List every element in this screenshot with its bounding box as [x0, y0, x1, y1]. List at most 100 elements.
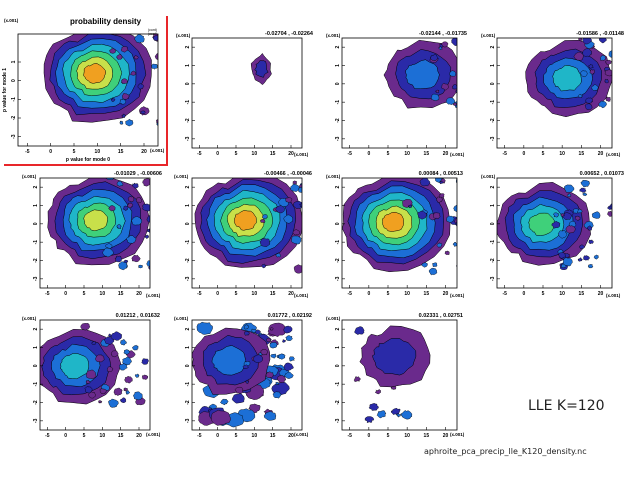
density-speck: [311, 181, 317, 186]
density-speck: [461, 182, 468, 187]
density-speck: [123, 387, 129, 392]
y-tick-label: -2: [335, 400, 341, 405]
density-speck: [266, 169, 270, 172]
x-tick-label: 5: [73, 149, 76, 155]
x-tick-label: 20: [443, 291, 449, 297]
density-field: [194, 169, 317, 274]
density-field: [353, 325, 431, 423]
density-speck: [459, 45, 465, 50]
density-speck: [297, 186, 302, 193]
panel-title: 0.00084 , 0.00513: [418, 171, 463, 177]
density-speck: [590, 84, 599, 91]
y-tick-label: 2: [185, 46, 191, 49]
density-speck: [452, 102, 457, 106]
density-speck: [103, 336, 115, 345]
x-tick-label: 15: [579, 151, 585, 157]
density-speck: [116, 54, 124, 60]
density-speck: [156, 118, 158, 125]
y-tick-label: -2: [490, 258, 496, 263]
density-speck: [460, 248, 464, 252]
x-tick-label: 10: [100, 291, 106, 297]
density-speck: [598, 38, 608, 44]
density-speck: [432, 212, 441, 220]
y-tick-label: 0: [335, 222, 341, 225]
density-speck: [133, 391, 143, 401]
density-speck: [121, 46, 129, 53]
density-speck: [613, 245, 620, 251]
y-tick-label: 2: [185, 186, 191, 189]
density-speck: [119, 397, 127, 403]
density-speck: [599, 54, 607, 61]
density-speck: [309, 235, 317, 242]
density-speck: [614, 113, 620, 118]
density-speck: [157, 210, 165, 217]
density-speck: [604, 78, 609, 84]
density-speck: [453, 204, 457, 213]
density-speck: [127, 196, 135, 203]
panel-title: 0.02331 , 0.02751: [418, 313, 463, 319]
density-speck: [137, 264, 144, 269]
x-tick-label: 20: [136, 433, 142, 439]
density-speck: [146, 215, 150, 223]
y-tick-label: -3: [335, 136, 341, 141]
y-tick-label: 1: [185, 204, 191, 207]
density-speck: [446, 215, 455, 223]
y-tick-label: -3: [11, 134, 17, 139]
x-tick-label: 20: [598, 151, 604, 157]
x-tick-label: 5: [542, 151, 545, 157]
density-speck: [151, 63, 158, 70]
density-speck: [275, 205, 285, 214]
density-speck: [364, 416, 375, 423]
density-speck: [461, 203, 471, 212]
y-axis-label: p value for mode 1: [2, 68, 8, 112]
density-speck: [139, 110, 146, 115]
density-speck: [85, 369, 97, 380]
density-speck: [152, 204, 161, 211]
density-speck: [126, 235, 137, 244]
density-speck: [461, 169, 468, 175]
y-tick-label: 0: [335, 364, 341, 367]
density-speck: [262, 171, 266, 175]
y-tick-label: -1: [490, 240, 496, 245]
contour-level: [254, 60, 269, 78]
panel-title: -0.01029 , -0.00606: [113, 171, 162, 177]
x-tick-label: 0: [216, 291, 219, 297]
density-speck: [108, 205, 116, 212]
y-tick-label: -3: [185, 276, 191, 281]
density-field: [383, 38, 465, 109]
density-speck: [245, 380, 250, 385]
density-speck: [243, 324, 250, 330]
density-speck: [134, 373, 140, 378]
density-speck: [151, 251, 155, 254]
density-speck: [428, 267, 438, 276]
density-speck: [609, 203, 612, 210]
x-tick-label: 0: [522, 291, 525, 297]
x-tick-label: 10: [404, 151, 410, 157]
density-speck: [461, 251, 469, 258]
x-scale: (x.001): [294, 293, 309, 298]
x-scale: (x.001): [294, 432, 309, 437]
density-speck: [551, 221, 561, 229]
density-speck: [270, 353, 277, 359]
panel-title: -0.00466 , -0.00046: [263, 171, 312, 177]
x-scale: (x.001): [150, 148, 165, 153]
density-speck: [572, 208, 580, 214]
density-speck: [121, 92, 130, 100]
y-tick-label: 1: [335, 204, 341, 207]
x-tick-label: 15: [270, 291, 276, 297]
density-field: [43, 27, 158, 127]
contour-level: [382, 211, 404, 232]
density-speck: [126, 27, 133, 33]
contour-level: [211, 345, 247, 376]
density-speck: [464, 170, 470, 174]
panel-1: -0.02704 , -0.02264 (x.001) (x.001) -5 0 5…: [170, 0, 320, 168]
x-tick-label: 10: [95, 149, 101, 155]
density-speck: [573, 51, 585, 61]
y-tick-label: -2: [185, 258, 191, 263]
density-speck: [445, 97, 456, 106]
density-speck: [620, 93, 628, 100]
y-tick-label: 2: [185, 328, 191, 331]
y-tick-label: 1: [11, 60, 17, 63]
density-speck: [438, 46, 443, 51]
